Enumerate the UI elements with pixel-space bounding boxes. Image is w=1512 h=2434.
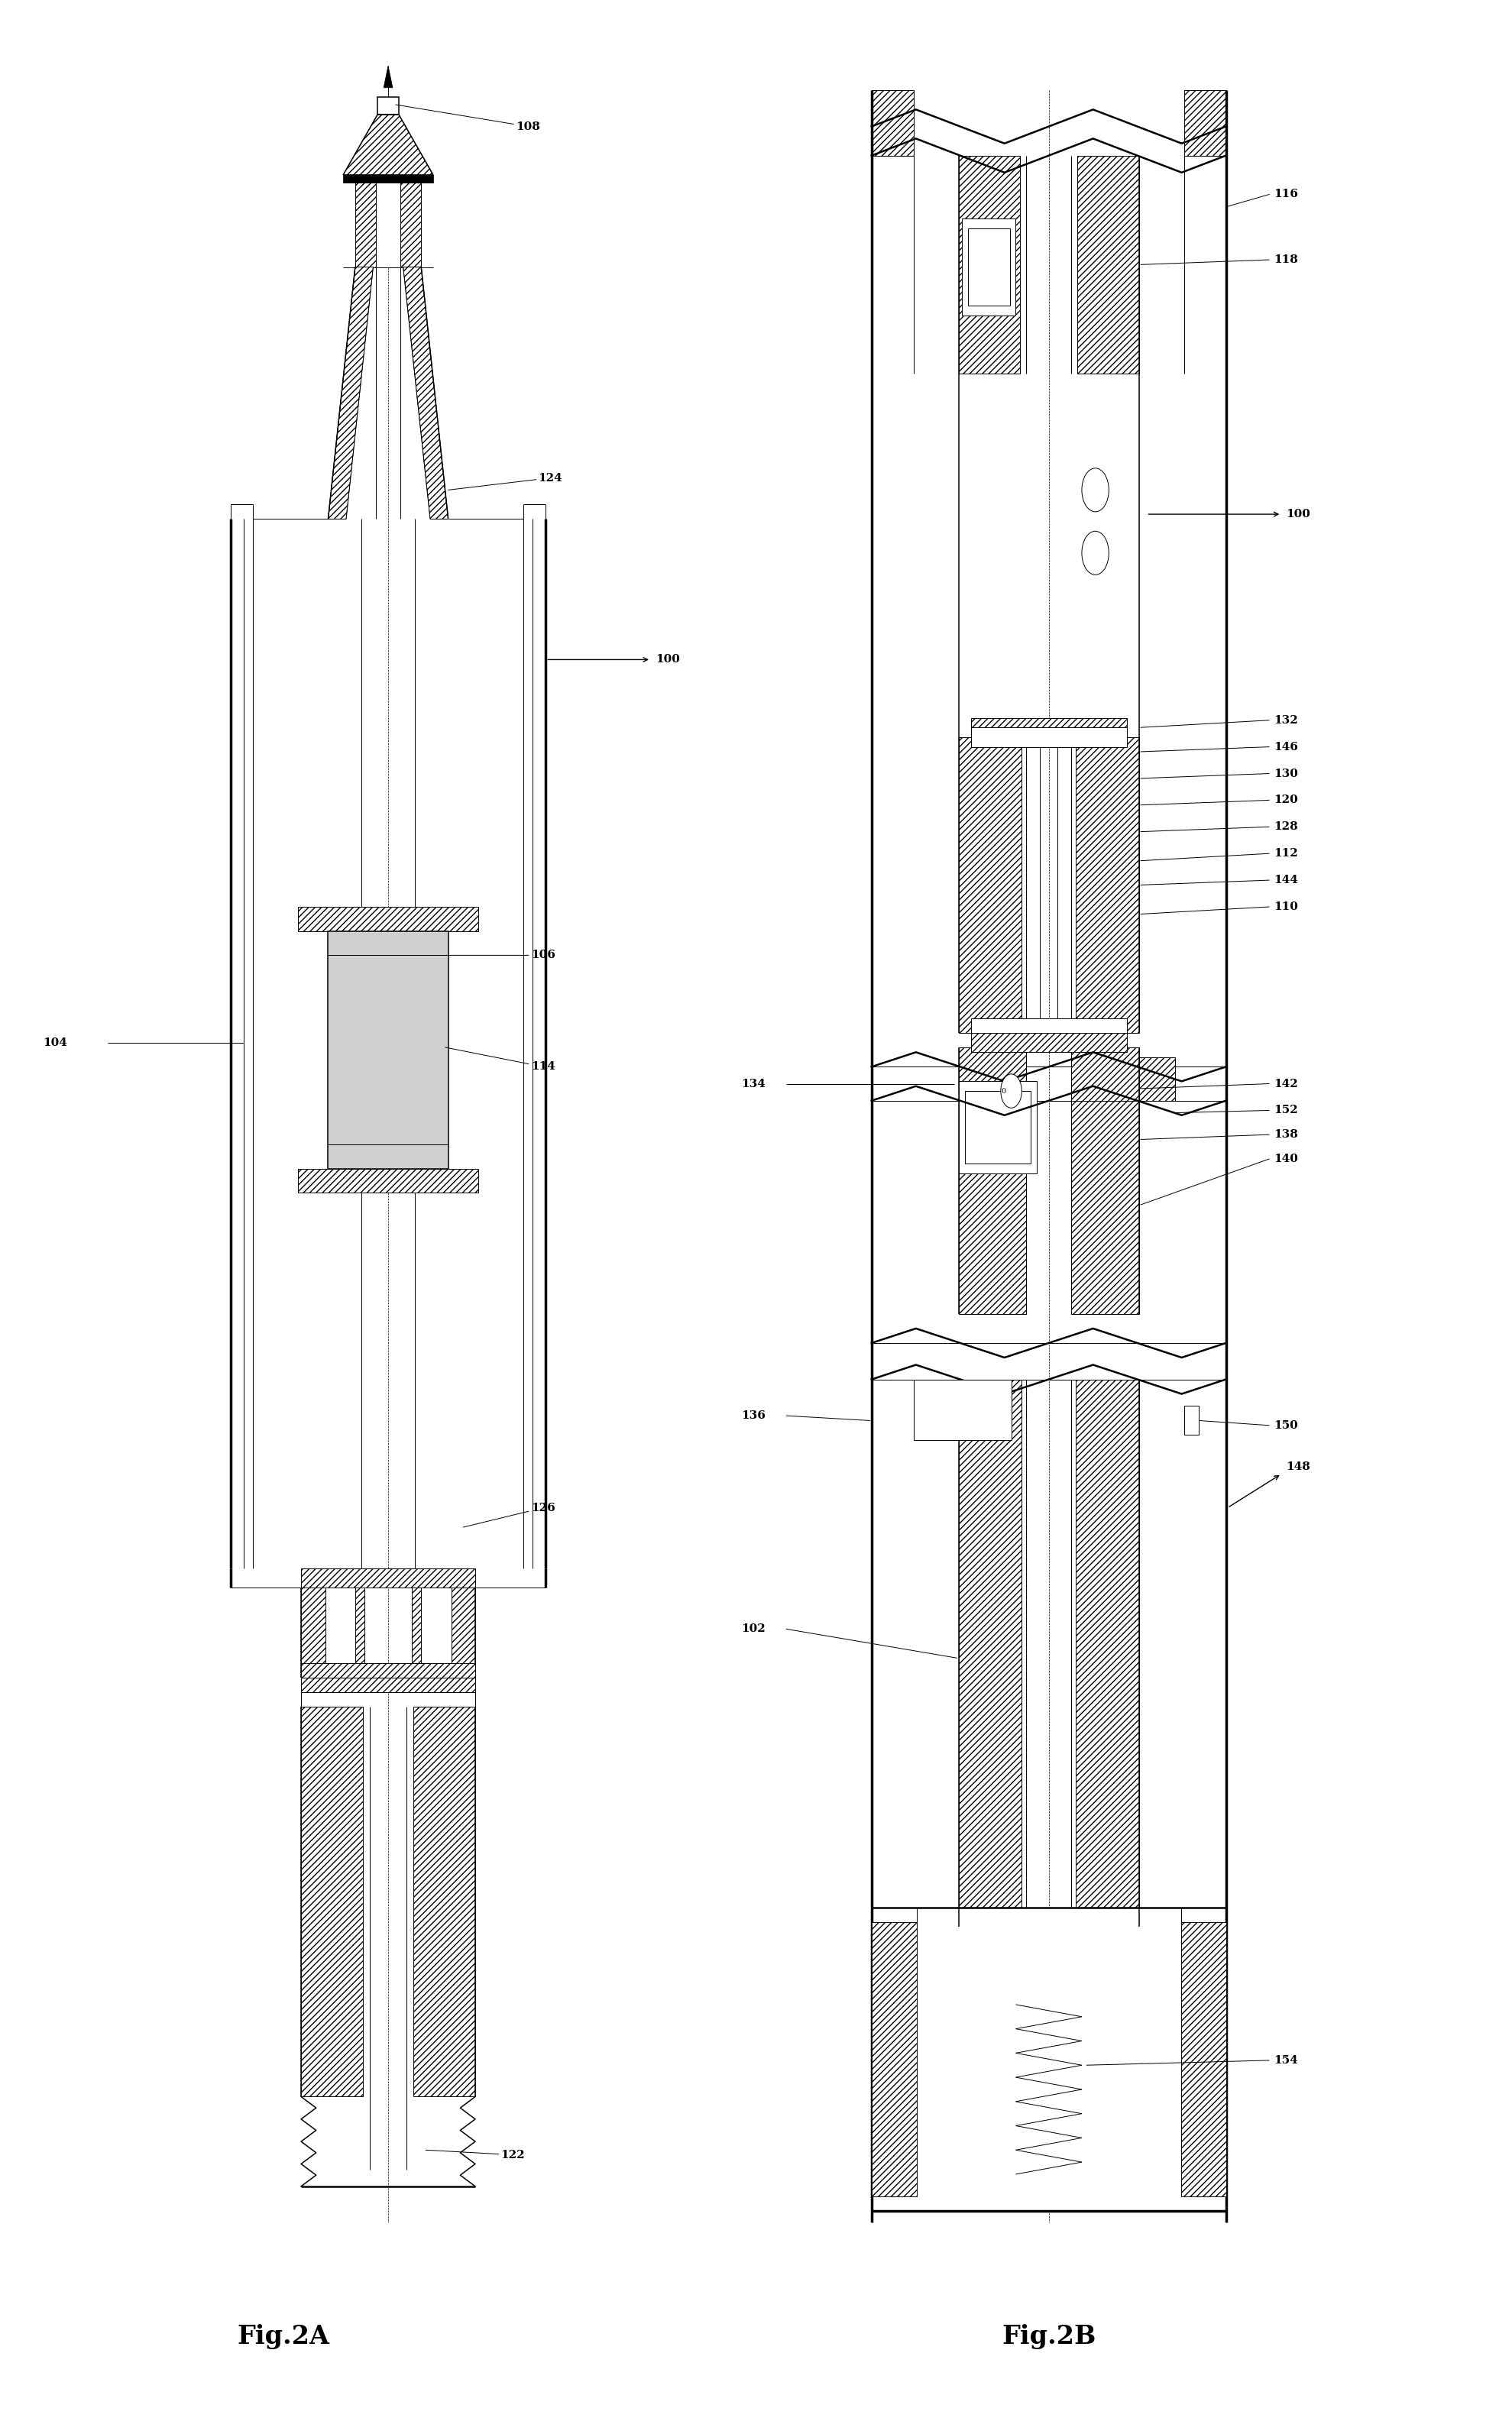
Bar bbox=[1072, 1047, 1139, 1100]
Bar bbox=[959, 738, 1022, 1032]
Text: 100: 100 bbox=[1287, 509, 1311, 518]
Bar bbox=[1077, 738, 1139, 1032]
Text: 0: 0 bbox=[1001, 1088, 1005, 1095]
Text: 110: 110 bbox=[1275, 901, 1299, 913]
Circle shape bbox=[1081, 531, 1108, 574]
Text: 128: 128 bbox=[1275, 823, 1299, 832]
Bar bbox=[1184, 90, 1226, 156]
Text: 100: 100 bbox=[655, 655, 680, 664]
Bar bbox=[414, 1706, 475, 2096]
Text: Fig.2B: Fig.2B bbox=[1001, 2324, 1096, 2349]
Text: 120: 120 bbox=[1275, 796, 1299, 806]
Bar bbox=[971, 728, 1126, 747]
Bar bbox=[301, 1662, 475, 1677]
Text: 102: 102 bbox=[741, 1623, 765, 1633]
Bar bbox=[1077, 1380, 1139, 1908]
Bar bbox=[959, 1081, 1037, 1173]
Text: 122: 122 bbox=[426, 2149, 525, 2161]
Text: 150: 150 bbox=[1275, 1419, 1299, 1431]
Text: 130: 130 bbox=[1275, 769, 1299, 779]
Bar bbox=[971, 718, 1126, 738]
Bar bbox=[959, 1100, 1027, 1314]
Circle shape bbox=[1001, 1073, 1022, 1107]
Text: 148: 148 bbox=[1287, 1460, 1311, 1473]
Bar bbox=[328, 932, 448, 1168]
Bar bbox=[301, 1567, 475, 1587]
Bar bbox=[1184, 1407, 1199, 1436]
Bar bbox=[965, 1090, 1031, 1163]
Bar bbox=[301, 1587, 325, 1677]
Bar bbox=[298, 1168, 478, 1193]
Text: 146: 146 bbox=[1275, 742, 1299, 752]
Polygon shape bbox=[404, 268, 448, 518]
Text: 112: 112 bbox=[1275, 847, 1299, 859]
Bar bbox=[871, 90, 913, 156]
Text: 106: 106 bbox=[445, 949, 555, 961]
Bar bbox=[1181, 1923, 1226, 2195]
Text: 108: 108 bbox=[396, 105, 540, 131]
Bar bbox=[971, 1017, 1126, 1032]
Bar bbox=[1072, 1100, 1139, 1314]
Bar bbox=[355, 183, 376, 268]
Circle shape bbox=[1081, 467, 1108, 511]
Polygon shape bbox=[343, 114, 434, 175]
Bar bbox=[298, 908, 478, 932]
Text: 124: 124 bbox=[448, 472, 562, 489]
Bar bbox=[913, 1380, 1012, 1441]
Bar bbox=[1139, 1056, 1175, 1100]
Bar bbox=[343, 175, 434, 183]
Bar bbox=[971, 1032, 1126, 1051]
Text: 114: 114 bbox=[445, 1047, 555, 1071]
Bar bbox=[301, 1706, 363, 2096]
Text: 118: 118 bbox=[1275, 256, 1299, 265]
Text: 132: 132 bbox=[1275, 716, 1299, 725]
Bar bbox=[959, 156, 1021, 375]
Text: 154: 154 bbox=[1275, 2054, 1299, 2066]
Bar bbox=[413, 1587, 422, 1677]
Bar bbox=[301, 1677, 475, 1692]
Bar bbox=[451, 1587, 475, 1677]
Bar bbox=[355, 1587, 364, 1677]
Text: Fig.2A: Fig.2A bbox=[237, 2324, 330, 2349]
Bar bbox=[1077, 156, 1139, 375]
Text: 140: 140 bbox=[1275, 1154, 1299, 1163]
Bar bbox=[962, 219, 1016, 316]
Polygon shape bbox=[384, 66, 393, 88]
Text: 138: 138 bbox=[1275, 1129, 1299, 1139]
Text: 116: 116 bbox=[1275, 190, 1299, 200]
Text: 142: 142 bbox=[1275, 1078, 1299, 1088]
Text: 104: 104 bbox=[42, 1037, 67, 1049]
Text: 126: 126 bbox=[463, 1502, 555, 1526]
Bar bbox=[401, 183, 422, 268]
Bar bbox=[378, 97, 399, 114]
Bar bbox=[871, 1923, 916, 2195]
Text: 144: 144 bbox=[1275, 874, 1299, 886]
Bar bbox=[376, 183, 401, 268]
Bar bbox=[968, 229, 1010, 307]
Text: 134: 134 bbox=[741, 1078, 765, 1088]
Text: 152: 152 bbox=[1275, 1105, 1299, 1115]
Bar bbox=[871, 1908, 1226, 2210]
Text: 136: 136 bbox=[741, 1409, 765, 1421]
Bar bbox=[959, 1047, 1027, 1100]
Polygon shape bbox=[328, 268, 373, 518]
Bar bbox=[959, 1380, 1022, 1908]
